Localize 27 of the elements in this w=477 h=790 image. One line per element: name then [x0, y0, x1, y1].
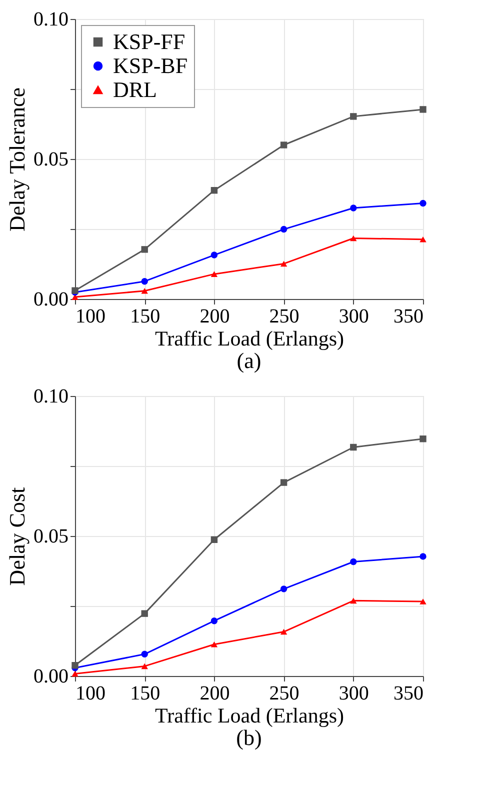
x-tick-label: 350 [394, 306, 424, 328]
y-tick-label: 0.00 [34, 288, 68, 310]
y-tick-label: 0.05 [34, 526, 68, 548]
text: (b) [236, 725, 262, 750]
y-tick-label: 0.05 [34, 148, 68, 170]
x-tick-label: 350 [394, 682, 424, 704]
legend-label: KSP-FF [113, 29, 186, 54]
x-tick-label: 300 [338, 682, 369, 704]
x-tick-label: 300 [338, 306, 369, 328]
x-tick-label: 150 [130, 306, 160, 328]
legend-label: DRL [113, 77, 157, 102]
y-tick-label: 0.00 [34, 666, 68, 688]
y-tick-label: 0.10 [34, 386, 68, 408]
x-tick-label: 100 [76, 682, 106, 704]
x-tick-label: 200 [200, 682, 230, 704]
legend-label: KSP-BF [113, 53, 188, 78]
x-tick-label: 100 [76, 306, 106, 328]
y-axis-title: Delay Tolerance [4, 87, 30, 232]
x-axis-title: Traffic Load (Erlangs) [155, 326, 344, 350]
y-axis-title: Delay Cost [4, 487, 30, 586]
text: (a) [236, 348, 262, 373]
x-tick-label: 250 [269, 682, 300, 704]
y-tick-label: 0.10 [34, 8, 68, 30]
x-tick-label: 250 [269, 306, 300, 328]
x-axis-title: Traffic Load (Erlangs) [155, 704, 344, 728]
x-tick-label: 150 [130, 682, 160, 704]
x-tick-label: 200 [200, 306, 230, 328]
